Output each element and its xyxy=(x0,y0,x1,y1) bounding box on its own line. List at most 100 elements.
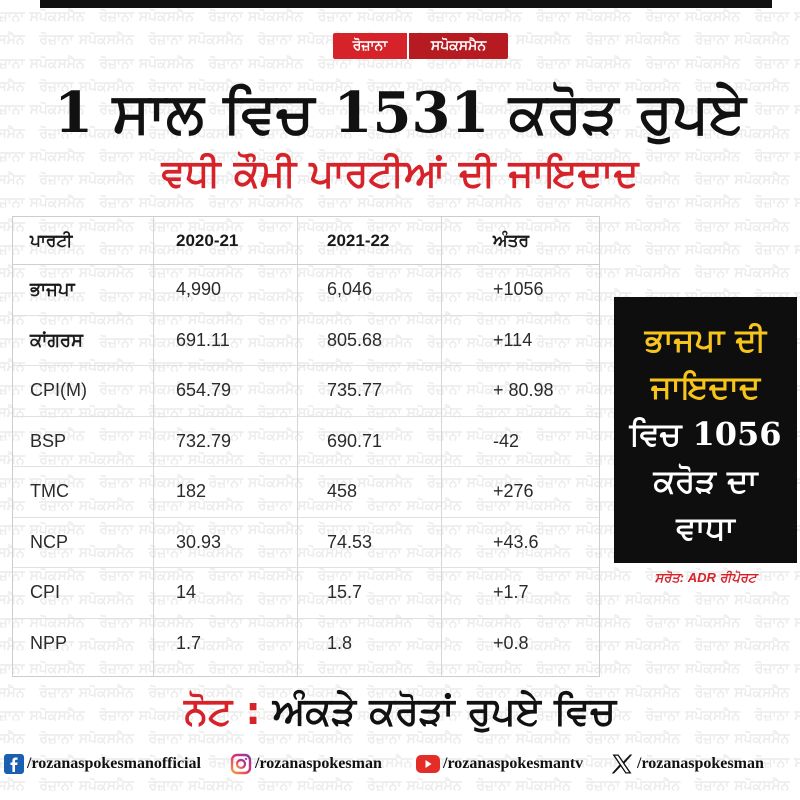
highlight-line: ਕਰੋੜ ਦਾ xyxy=(653,462,758,500)
watermark-row: ਰੋਜ਼ਾਨਾ ਸਪੋਕਸਮੈਨ ਰੋਜ਼ਾਨਾ ਸਪੋਕਸਮੈਨ ਰੋਜ਼ਾਨ… xyxy=(0,661,800,678)
watermark-row: ਰੋਜ਼ਾਨਾ ਸਪੋਕਸਮੈਨ ਰੋਜ਼ਾਨਾ ਸਪੋਕਸਮੈਨ ਰੋਜ਼ਾਨ… xyxy=(0,777,790,792)
units-note: ਨੋਟ : ਅੰਕੜੇ ਕਰੋੜਾਂ ਰੁਪਏ ਵਿਚ xyxy=(0,684,800,738)
watermark-row: ਰੋਜ਼ਾਨਾ ਸਪੋਕਸਮੈਨ ਰੋਜ਼ਾਨਾ ਸਪੋਕਸਮੈਨ ਰੋਜ਼ਾਨ… xyxy=(0,521,800,538)
header-2021-22: 2021-22 xyxy=(327,230,390,250)
watermark-row: ਰੋਜ਼ਾਨਾ ਸਪੋਕਸਮੈਨ ਰੋਜ਼ਾਨਾ ਸਪੋਕਸਮੈਨ ਰੋਜ਼ਾਨ… xyxy=(0,265,790,282)
watermark-row: ਰੋਜ਼ਾਨਾ ਸਪੋਕਸਮੈਨ ਰੋਜ਼ਾਨਾ ਸਪੋਕਸਮੈਨ ਰੋਜ਼ਾਨ… xyxy=(0,614,800,631)
value-2021-22-cell: 458 xyxy=(327,481,358,502)
header-2020-21: 2020-21 xyxy=(176,230,239,250)
social-x: /rozanaspokesman xyxy=(610,748,798,780)
watermark-row: ਰੋਜ਼ਾਨਾ ਸਪੋਕਸਮੈਨ ਰੋਜ਼ਾਨਾ ਸਪੋਕਸਮੈਨ ਰੋਜ਼ਾਨ… xyxy=(0,55,800,72)
difference-cell: +276 xyxy=(493,481,534,502)
value-2020-21-cell: 30.93 xyxy=(176,531,222,552)
table-row: NPP 1.7 1.8 +0.8 xyxy=(13,619,599,670)
header-difference: ਅੰਤਰ xyxy=(493,230,530,250)
difference-cell: -42 xyxy=(493,430,520,451)
source-credit: ਸਰੋਤ: ADR ਰੀਪੋਰਟ xyxy=(654,570,757,585)
watermark-row: ਰੋਜ਼ਾਨਾ ਸਪੋਕਸਮੈਨ ਰੋਜ਼ਾਨਾ ਸਪੋਕਸਮੈਨ ਰੋਜ਼ਾਨ… xyxy=(0,125,790,142)
instagram-icon xyxy=(230,753,252,775)
watermark-row: ਰੋਜ਼ਾਨਾ ਸਪੋਕਸਮੈਨ ਰੋਜ਼ਾਨਾ ਸਪੋਕਸਮੈਨ ਰੋਜ਼ਾਨ… xyxy=(0,78,790,95)
bjp-highlight-box: ਭਾਜਪਾ ਦੀ ਜਾਇਦਾਦ ਵਿਚ 1056 ਕਰੋੜ ਦਾ ਵਾਧਾ xyxy=(614,297,797,563)
party-name-cell: ਕਾਂਗਰਸ xyxy=(30,329,84,350)
value-2021-22-cell: 735.77 xyxy=(327,380,383,401)
table-row: CPI 14 15.7 +1.7 xyxy=(13,568,599,619)
watermark-row: ਰੋਜ਼ਾਨਾ ਸਪੋਕਸਮੈਨ ਰੋਜ਼ਾਨਾ ਸਪੋਕਸਮੈਨ ਰੋਜ਼ਾਨ… xyxy=(0,242,800,258)
watermark-row: ਰੋਜ਼ਾਨਾ ਸਪੋਕਸਮੈਨ ਰੋਜ਼ਾਨਾ ਸਪੋਕਸਮੈਨ ਰੋਜ਼ਾਨ… xyxy=(0,475,800,491)
watermark-row: ਰੋਜ਼ਾਨਾ ਸਪੋਕਸਮੈਨ ਰੋਜ਼ਾਨਾ ਸਪੋਕਸਮੈਨ ਰੋਜ਼ਾਨ… xyxy=(0,428,800,445)
watermark-row: ਰੋਜ਼ਾਨਾ ਸਪੋਕਸਮੈਨ ਰੋਜ਼ਾਨਾ ਸਪੋਕਸਮੈਨ ਰੋਜ਼ਾਨ… xyxy=(0,684,790,701)
watermark-row: ਰੋਜ਼ਾਨਾ ਸਪੋਕਸਮੈਨ ਰੋਜ਼ਾਨਾ ਸਪੋਕਸਮੈਨ ਰੋਜ਼ਾਨ… xyxy=(0,544,790,561)
watermark-row: ਰੋਜ਼ਾਨਾ ਸਪੋਕਸਮੈਨ ਰੋਜ਼ਾਨਾ ਸਪੋਕਸਮੈਨ ਰੋਜ਼ਾਨ… xyxy=(0,381,800,398)
value-2020-21-cell: 182 xyxy=(176,481,207,502)
watermark-row: ਰੋਜ਼ਾਨਾ ਸਪੋਕਸਮੈਨ ਰੋਜ਼ਾਨਾ ਸਪੋਕਸਮੈਨ ਰੋਜ਼ਾਨ… xyxy=(0,311,790,328)
facebook-icon xyxy=(4,754,24,774)
value-2020-21-cell: 1.7 xyxy=(176,633,202,654)
highlight-line: ਵਾਧਾ xyxy=(676,509,735,547)
value-2020-21-cell: 14 xyxy=(176,582,197,603)
party-name-cell: TMC xyxy=(30,481,69,502)
difference-cell: + 80.98 xyxy=(493,380,554,401)
watermark-row: ਰੋਜ਼ਾਨਾ ਸਪੋਕਸਮੈਨ ਰੋਜ਼ਾਨਾ ਸਪੋਕਸਮੈਨ ਰੋਜ਼ਾਨ… xyxy=(0,358,790,375)
header-party: ਪਾਰਟੀ xyxy=(30,230,73,250)
watermark-row: ਰੋਜ਼ਾਨਾ ਸਪੋਕਸਮੈਨ ਰੋਜ਼ਾਨਾ ਸਪੋਕਸਮੈਨ ਰੋਜ਼ਾਨ… xyxy=(0,102,800,119)
watermark-row: ਰੋਜ਼ਾਨਾ ਸਪੋਕਸਮੈਨ ਰੋਜ਼ਾਨਾ ਸਪੋਕਸਮੈਨ ਰੋਜ਼ਾਨ… xyxy=(0,335,800,352)
table-header-row: ਪਾਰਟੀ 2020-21 2021-22 ਅੰਤਰ xyxy=(13,217,599,265)
x-icon xyxy=(611,754,633,774)
watermark-row: ਰੋਜ਼ਾਨਾ ਸਪੋਕਸਮੈਨ ਰੋਜ਼ਾਨਾ ਸਪੋਕਸਮੈਨ ਰੋਜ਼ਾਨ… xyxy=(0,218,790,235)
party-name-cell: ਭਾਜਪਾ xyxy=(30,279,75,300)
social-youtube: /rozanaspokesmantv xyxy=(416,748,610,780)
table-row: ਕਾਂਗਰਸ 691.11 805.68 +114 xyxy=(13,316,599,366)
party-name-cell: BSP xyxy=(30,430,67,451)
watermark-row: ਰੋਜ਼ਾਨਾ ਸਪੋਕਸਮੈਨ ਰੋਜ਼ਾਨਾ ਸਪੋਕਸਮੈਨ ਰੋਜ਼ਾਨ… xyxy=(0,498,790,515)
value-2021-22-cell: 74.53 xyxy=(327,531,373,552)
x-handle: /rozanaspokesman xyxy=(637,755,764,772)
column-divider xyxy=(441,217,442,676)
youtube-icon xyxy=(416,755,440,773)
watermark-row: ਰੋਜ਼ਾਨਾ ਸਪੋਕਸਮੈਨ ਰੋਜ਼ਾਨਾ ਸਪੋਕਸਮੈਨ ਰੋਜ਼ਾਨ… xyxy=(0,405,790,422)
highlight-line: ਜਾਇਦਾਦ xyxy=(650,368,761,406)
party-assets-table: ਪਾਰਟੀ 2020-21 2021-22 ਅੰਤਰ ਭਾਜਪਾ 4,990 6… xyxy=(12,216,600,677)
watermark-row: ਰੋਜ਼ਾਨਾ ਸਪੋਕਸਮੈਨ ਰੋਜ਼ਾਨਾ ਸਪੋਕਸਮੈਨ ਰੋਜ਼ਾਨ… xyxy=(0,754,800,771)
watermark-row: ਰੋਜ਼ਾਨਾ ਸਪੋਕਸਮੈਨ ਰੋਜ਼ਾਨਾ ਸਪੋਕਸਮੈਨ ਰੋਜ਼ਾਨ… xyxy=(0,172,790,189)
column-divider xyxy=(153,217,154,676)
value-2021-22-cell: 6,046 xyxy=(327,279,373,300)
column-divider xyxy=(297,217,298,676)
watermark-row: ਰੋਜ਼ਾਨਾ ਸਪੋਕਸਮੈਨ ਰੋਜ਼ਾਨਾ ਸਪੋਕਸਮੈਨ ਰੋਜ਼ਾਨ… xyxy=(0,568,800,585)
value-2021-22-cell: 1.8 xyxy=(327,633,353,654)
watermark-row: ਰੋਜ਼ਾਨਾ ਸਪੋਕਸਮੈਨ ਰੋਜ਼ਾਨਾ ਸਪੋਕਸਮੈਨ ਰੋਜ਼ਾਨ… xyxy=(0,451,790,468)
watermark-row: ਰੋਜ਼ਾਨਾ ਸਪੋਕਸਮੈਨ ਰੋਜ਼ਾਨਾ ਸਪੋਕਸਮੈਨ ਰੋਜ਼ਾਨ… xyxy=(0,708,800,724)
party-name-cell: CPI xyxy=(30,582,61,603)
sub-headline: ਵਧੀ ਕੌਮੀ ਪਾਰਟੀਆਂ ਦੀ ਜਾਇਦਾਦ xyxy=(161,151,639,195)
difference-cell: +43.6 xyxy=(493,531,539,552)
watermark-row: ਰੋਜ਼ਾਨਾ ਸਪੋਕਸਮੈਨ ਰੋਜ਼ਾਨਾ ਸਪੋਕਸਮੈਨ ਰੋਜ਼ਾਨ… xyxy=(0,731,790,748)
table-row: ਭਾਜਪਾ 4,990 6,046 +1056 xyxy=(13,265,599,316)
party-name-cell: NCP xyxy=(30,531,69,552)
table-row: CPI(M) 654.79 735.77 + 80.98 xyxy=(13,366,599,417)
highlight-line: ਵਿਚ 1056 xyxy=(629,415,782,453)
top-black-bar xyxy=(40,0,772,8)
table-row: TMC 182 458 +276 xyxy=(13,467,599,518)
difference-cell: +0.8 xyxy=(493,633,529,654)
table-row: BSP 732.79 690.71 -42 xyxy=(13,417,599,467)
table-row: NCP 30.93 74.53 +43.6 xyxy=(13,518,599,568)
social-facebook: /rozanaspokesmanofficial xyxy=(4,748,228,780)
difference-cell: +114 xyxy=(493,329,533,350)
watermark-row: ਰੋਜ਼ਾਨਾ ਸਪੋਕਸਮੈਨ ਰੋਜ਼ਾਨਾ ਸਪੋਕਸਮੈਨ ਰੋਜ਼ਾਨ… xyxy=(0,591,790,608)
value-2021-22-cell: 805.68 xyxy=(327,329,383,350)
watermark-row: ਰੋਜ਼ਾਨਾ ਸਪੋਕਸਮੈਨ ਰੋਜ਼ਾਨਾ ਸਪੋਕਸਮੈਨ ਰੋਜ਼ਾਨ… xyxy=(0,638,790,655)
watermark-row: ਰੋਜ਼ਾਨਾ ਸਪੋਕਸਮੈਨ ਰੋਜ਼ਾਨਾ ਸਪੋਕਸਮੈਨ ਰੋਜ਼ਾਨ… xyxy=(0,148,800,165)
logo-word-spokesman: ਸਪੋਕਸਮੈਨ xyxy=(407,33,508,59)
difference-cell: +1056 xyxy=(493,279,544,300)
youtube-handle: /rozanaspokesmantv xyxy=(443,755,584,772)
value-2020-21-cell: 654.79 xyxy=(176,380,232,401)
facebook-handle: /rozanaspokesmanofficial xyxy=(27,755,201,772)
difference-cell: +1.7 xyxy=(493,582,529,603)
value-2020-21-cell: 691.11 xyxy=(176,329,230,350)
headline: 1 ਸਾਲ ਵਿਚ 1531 ਕਰੋੜ ਰੁਪਏ xyxy=(54,80,746,146)
note-text: ਅੰਕੜੇ ਕਰੋੜਾਂ ਰੁਪਏ ਵਿਚ xyxy=(272,689,616,733)
watermark-row: ਰੋਜ਼ਾਨਾ ਸਪੋਕਸਮੈਨ ਰੋਜ਼ਾਨਾ ਸਪੋਕਸਮੈਨ ਰੋਜ਼ਾਨ… xyxy=(0,9,800,25)
value-2021-22-cell: 690.71 xyxy=(327,430,383,451)
social-footer: /rozanaspokesmanofficial /rozanaspokesma… xyxy=(0,748,800,780)
